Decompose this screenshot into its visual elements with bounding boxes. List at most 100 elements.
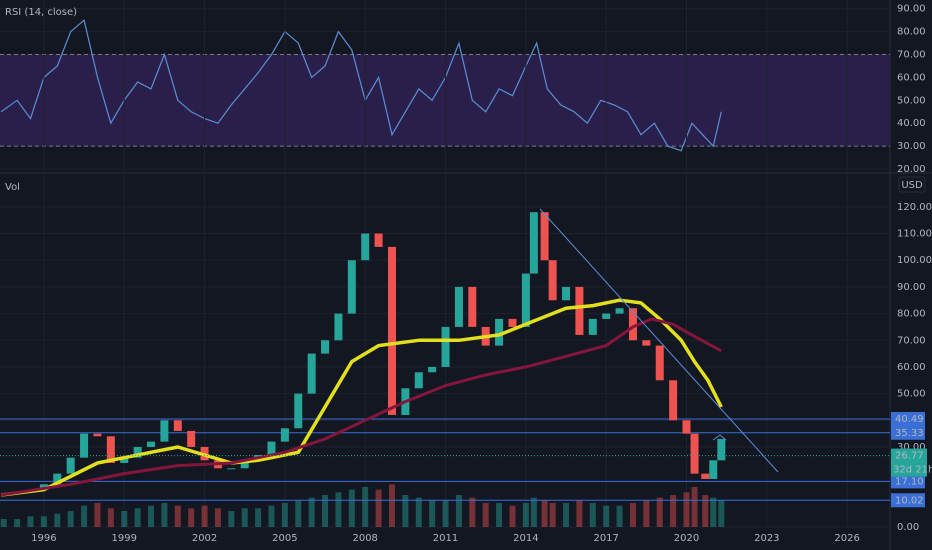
candle (615, 308, 624, 314)
candle (709, 460, 718, 479)
volume-bar (375, 489, 382, 527)
candle (321, 340, 330, 354)
candle (361, 233, 370, 261)
candle (529, 212, 538, 274)
candle (508, 318, 517, 327)
volume-bar (683, 492, 690, 527)
volume-bar (201, 505, 208, 527)
candle (120, 457, 129, 463)
y-tick-label: 50.00 (897, 389, 926, 400)
volume-bar (67, 510, 74, 527)
candle (628, 308, 637, 341)
x-tick-label: 2002 (192, 533, 217, 544)
level-label: 40.49 (895, 414, 924, 425)
candle (80, 433, 89, 458)
candle (682, 420, 691, 434)
y-tick-label: 110.00 (897, 229, 932, 240)
volume-bar (228, 510, 235, 527)
volume-bar (188, 508, 195, 527)
level-label-box (891, 493, 925, 508)
y-tick-label: 90.00 (897, 4, 926, 15)
candle (187, 430, 196, 447)
level-label: 35.33 (895, 428, 924, 439)
volume-bar (530, 497, 537, 527)
candle (575, 286, 584, 335)
volume-bar (107, 508, 114, 527)
candle (521, 273, 530, 327)
x-tick-label: 2023 (754, 533, 779, 544)
volume-bar (589, 502, 596, 527)
volume-bar (482, 502, 489, 527)
currency: USD (901, 180, 923, 191)
candle (307, 353, 316, 394)
volume-bar (308, 497, 315, 527)
rsi-title: RSI (14, close) (5, 7, 77, 18)
candle (655, 345, 664, 381)
volume-bar (14, 518, 21, 527)
candle (701, 473, 710, 479)
candle (548, 260, 557, 301)
candle (374, 233, 383, 247)
y-tick-label: 70.00 (897, 50, 926, 61)
y-tick-label: 0.00 (897, 522, 919, 533)
volume-bar (388, 484, 395, 527)
trend-line (539, 208, 779, 473)
candle (495, 318, 504, 346)
candle (414, 372, 423, 389)
candle (53, 473, 62, 485)
candle (294, 393, 303, 429)
volume-bar (402, 494, 409, 527)
y-tick-label: 70.00 (897, 335, 926, 346)
level-label: 17.10 (895, 476, 924, 487)
candle (588, 318, 597, 335)
candle (147, 441, 156, 447)
volume-bar (563, 502, 570, 527)
volume-bar (322, 494, 329, 527)
candle (66, 457, 75, 474)
candle (347, 260, 356, 314)
moving-average (0, 317, 723, 497)
currency-box[interactable] (898, 176, 926, 193)
candle (669, 380, 678, 421)
candle (227, 468, 236, 470)
volume-bar (429, 500, 436, 527)
x-tick-label: 1999 (112, 533, 137, 544)
volume-bar (576, 500, 583, 527)
candle (387, 246, 396, 415)
volume-bar (94, 502, 101, 527)
candle (690, 433, 699, 474)
arrow (712, 434, 727, 441)
y-tick-label: 60.00 (897, 362, 926, 373)
candle (428, 366, 437, 373)
volume-bar (656, 497, 663, 527)
x-tick-label: 1996 (31, 533, 56, 544)
volume-bar (241, 508, 248, 527)
volume-bar (469, 497, 476, 527)
volume-bar (442, 500, 449, 527)
y-tick-label: 30.00 (897, 141, 926, 152)
volume-bar (702, 494, 709, 527)
x-tick-label: 2011 (433, 533, 458, 544)
candle (173, 420, 182, 431)
moving-average (0, 298, 723, 497)
volume-bar (415, 497, 422, 527)
y-tick-label: 60.00 (897, 72, 926, 83)
volume-bar (549, 502, 556, 527)
candle (334, 313, 343, 341)
volume-bar (335, 492, 342, 527)
candle (540, 212, 549, 261)
volume-bar (643, 500, 650, 527)
candle (106, 436, 115, 463)
volume-bar (541, 500, 548, 527)
last-price-label: 26.77 (895, 451, 924, 462)
candle (441, 326, 450, 367)
volume-bar (148, 505, 155, 527)
volume-bar (255, 508, 262, 527)
volume-bar (710, 497, 717, 527)
x-tick-label: 2014 (513, 533, 538, 544)
volume-bar (629, 502, 636, 527)
volume-bar (496, 502, 503, 527)
volume-bar (214, 508, 221, 527)
candle (468, 286, 477, 327)
